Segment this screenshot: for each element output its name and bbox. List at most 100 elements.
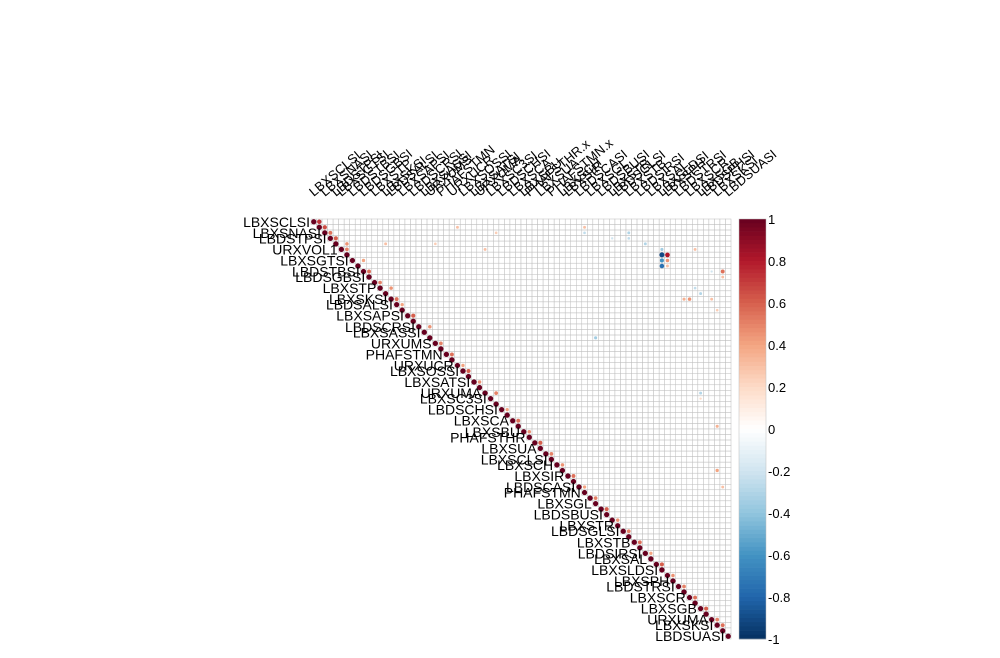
- grid-cell: [714, 611, 721, 618]
- grid-cell: [697, 296, 704, 303]
- grid-cell: [371, 218, 378, 225]
- diagonal-circle: [615, 523, 621, 529]
- grid-cell: [719, 511, 726, 518]
- grid-cell: [570, 417, 577, 424]
- grid-cell: [498, 257, 505, 264]
- grid-cell: [714, 224, 721, 231]
- grid-cell: [708, 478, 715, 485]
- grid-cell: [559, 323, 566, 330]
- diagonal-circle: [648, 556, 654, 562]
- grid-cell: [548, 296, 555, 303]
- grid-cell: [592, 318, 599, 325]
- grid-cell: [614, 301, 621, 308]
- grid-cell: [708, 390, 715, 397]
- grid-cell: [603, 323, 610, 330]
- grid-cell: [553, 417, 560, 424]
- grid-cell: [592, 450, 599, 457]
- grid-cell: [697, 417, 704, 424]
- grid-cell: [636, 472, 643, 479]
- grid-cell: [570, 229, 577, 236]
- grid-cell: [642, 489, 649, 496]
- grid-cell: [410, 307, 417, 314]
- grid-cell: [625, 345, 632, 352]
- grid-cell: [454, 301, 461, 308]
- grid-cell: [692, 484, 699, 491]
- grid-cell: [675, 456, 682, 463]
- grid-cell: [636, 285, 643, 292]
- grid-cell: [675, 517, 682, 524]
- diagonal-circle: [637, 545, 643, 551]
- grid-cell: [669, 484, 676, 491]
- grid-cell: [570, 296, 577, 303]
- legend-swatch: [739, 471, 766, 476]
- grid-cell: [636, 290, 643, 297]
- grid-cell: [471, 362, 478, 369]
- grid-cell: [393, 262, 400, 269]
- legend-swatch: [739, 450, 766, 455]
- grid-cell: [592, 218, 599, 225]
- grid-cell: [631, 500, 638, 507]
- legend-swatch: [739, 412, 766, 417]
- grid-cell: [520, 334, 527, 341]
- grid-cell: [592, 323, 599, 330]
- grid-cell: [703, 218, 710, 225]
- grid-cell: [448, 229, 455, 236]
- grid-cell: [482, 351, 489, 358]
- grid-cell: [647, 528, 654, 535]
- grid-cell: [520, 301, 527, 308]
- grid-cell: [636, 373, 643, 380]
- grid-cell: [542, 301, 549, 308]
- grid-cell: [725, 318, 732, 325]
- grid-cell: [719, 517, 726, 524]
- grid-cell: [360, 251, 367, 258]
- grid-cell: [487, 379, 494, 386]
- grid-cell: [697, 467, 704, 474]
- grid-cell: [681, 456, 688, 463]
- correlation-circle: [582, 485, 587, 489]
- grid-cell: [647, 484, 654, 491]
- grid-cell: [647, 511, 654, 518]
- grid-cell: [675, 268, 682, 275]
- grid-cell: [576, 362, 583, 369]
- grid-cell: [686, 329, 693, 336]
- grid-cell: [614, 329, 621, 336]
- grid-cell: [658, 539, 665, 546]
- grid-cell: [410, 296, 417, 303]
- grid-cell: [653, 434, 660, 441]
- grid-cell: [614, 412, 621, 419]
- grid-cell: [669, 533, 676, 540]
- grid-cell: [636, 467, 643, 474]
- grid-cell: [625, 290, 632, 297]
- grid-cell: [542, 229, 549, 236]
- grid-cell: [443, 268, 450, 275]
- grid-cell: [675, 390, 682, 397]
- grid-cell: [564, 235, 571, 242]
- grid-cell: [592, 229, 599, 236]
- row-label: LBDSCHSI: [428, 402, 498, 418]
- grid-cell: [454, 218, 461, 225]
- correlation-circle: [671, 573, 675, 578]
- grid-cell: [708, 290, 715, 297]
- grid-cell: [669, 395, 676, 402]
- grid-cell: [719, 251, 726, 258]
- grid-cell: [592, 395, 599, 402]
- grid-cell: [636, 240, 643, 247]
- grid-cell: [642, 484, 649, 491]
- grid-cell: [669, 500, 676, 507]
- grid-cell: [669, 240, 676, 247]
- grid-cell: [686, 528, 693, 535]
- grid-cell: [587, 323, 594, 330]
- grid-cell: [537, 362, 544, 369]
- grid-cell: [625, 423, 632, 430]
- grid-cell: [570, 301, 577, 308]
- grid-cell: [504, 390, 511, 397]
- grid-cell: [647, 229, 654, 236]
- grid-cell: [697, 268, 704, 275]
- grid-cell: [598, 406, 605, 413]
- grid-cell: [681, 395, 688, 402]
- grid-cell: [636, 301, 643, 308]
- grid-cell: [548, 445, 555, 452]
- grid-cell: [609, 406, 616, 413]
- correlation-circle: [466, 368, 471, 373]
- grid-cell: [576, 373, 583, 380]
